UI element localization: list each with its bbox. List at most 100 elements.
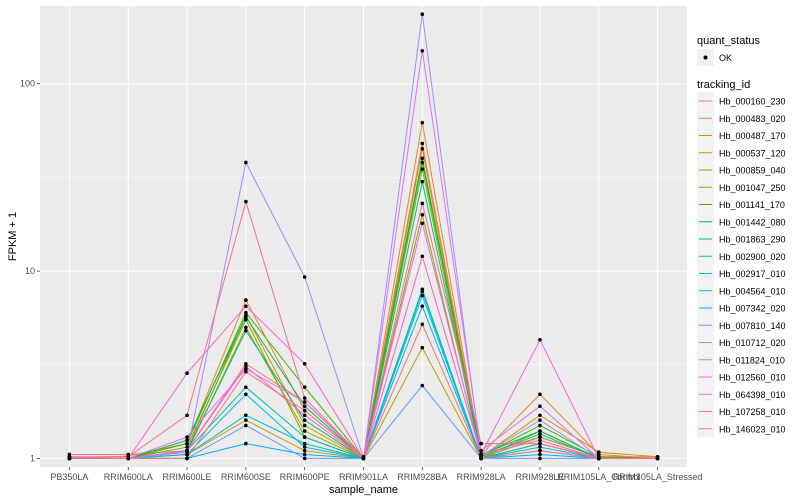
data-point-Hb_107258_010 — [420, 201, 425, 206]
data-point-Hb_010712_020 — [420, 12, 425, 17]
data-point-Hb_000483_020 — [244, 298, 248, 302]
data-point-Hb_001047_250 — [244, 317, 248, 322]
x-tick-label: RRIM928LE — [515, 472, 564, 482]
data-point-Hb_010712_020 — [538, 418, 542, 422]
legend-entry-label: Hb_011824_010 — [719, 355, 785, 365]
data-point-Hb_002900_020 — [244, 385, 248, 389]
legend-entry-label: Hb_000160_230 — [719, 97, 786, 107]
data-point-Hb_146023_010 — [479, 456, 483, 461]
data-point-Hb_000160_230 — [244, 361, 248, 366]
data-point-Hb_064398_010 — [302, 361, 307, 366]
data-point-Hb_011824_010 — [185, 435, 189, 439]
data-point-Hb_001442_080 — [538, 429, 542, 433]
data-point-Hb_107258_010 — [538, 441, 542, 446]
legend-title-quant-status: quant_status — [697, 35, 760, 47]
x-tick-label: RRIM600SE — [221, 472, 271, 482]
data-point-Hb_011824_010 — [302, 400, 307, 404]
legend-entry-label: Hb_002917_010 — [719, 269, 786, 279]
data-point-Hb_007810_140 — [244, 423, 248, 428]
data-point-Hb_107258_010 — [479, 441, 483, 446]
data-point-Hb_000537_120 — [302, 448, 307, 453]
data-point-Hb_007810_140 — [420, 383, 425, 388]
y-tick-label: 100 — [20, 79, 35, 89]
data-point-Hb_002917_010 — [244, 413, 248, 418]
legend-entry-label: OK — [719, 53, 732, 63]
legend: quant_status OK tracking_id Hb_000160_23… — [697, 35, 786, 438]
data-point-Hb_000160_230 — [420, 141, 425, 146]
data-point-Hb_011824_010 — [479, 448, 483, 453]
legend-entry-label: Hb_000487_170 — [719, 131, 786, 141]
data-point-Hb_000859_040 — [244, 325, 248, 330]
data-point-Hb_012560_010 — [538, 337, 542, 342]
x-axis-title: sample_name — [329, 484, 398, 496]
y-tick-label: 10 — [25, 266, 35, 276]
legend-key-point — [703, 55, 708, 60]
data-point-Hb_001141_170 — [302, 385, 307, 389]
data-point-Hb_000487_170 — [596, 450, 601, 454]
data-point-Hb_001863_290 — [538, 432, 542, 436]
data-point-Hb_000483_020 — [538, 392, 542, 397]
data-point-Hb_007810_140 — [302, 456, 307, 461]
y-tick-label: 1 — [30, 453, 35, 463]
data-point-Hb_001863_290 — [420, 179, 425, 184]
data-point-Hb_011824_010 — [538, 404, 542, 409]
legend-entry-label: Hb_000483_020 — [719, 114, 786, 124]
x-tick-label: RRIM928LA — [457, 472, 506, 482]
legend-entry-label: Hb_146023_010 — [719, 424, 786, 434]
data-point-Hb_001141_170 — [538, 423, 542, 428]
data-point-Hb_000487_170 — [420, 146, 425, 151]
data-point-Hb_004564_010 — [420, 289, 425, 294]
y-axis-title: FPKM + 1 — [7, 212, 19, 261]
legend-entry-label: Hb_010712_020 — [719, 338, 786, 348]
legend-entry-label: Hb_001442_080 — [719, 217, 786, 227]
x-tick-label: RRIM105LA_Stressed — [613, 472, 703, 482]
legend-entry-label: Hb_000859_040 — [719, 166, 786, 176]
legend-entry-label: Hb_004564_010 — [719, 286, 786, 296]
data-point-Hb_064398_010 — [479, 452, 483, 457]
data-point-Hb_146023_010 — [538, 448, 542, 453]
data-point-Hb_012560_010 — [185, 448, 189, 453]
legend-entry-label: Hb_007342_020 — [719, 304, 786, 314]
data-point-Hb_007342_020 — [302, 452, 307, 457]
x-tick-label: RRIM600LA — [104, 472, 153, 482]
data-point-Hb_010712_020 — [244, 160, 248, 165]
legend-entry-label: Hb_007810_140 — [719, 321, 786, 331]
data-point-Hb_107258_010 — [185, 413, 189, 418]
data-point-Hb_146023_010 — [185, 456, 189, 461]
data-point-Hb_001141_170 — [244, 310, 248, 315]
x-tick-label: RRIM105LA_Control — [557, 472, 640, 482]
x-tick-label: RRIM928BA — [397, 472, 447, 482]
legend-entry-label: Hb_001863_290 — [719, 235, 786, 245]
legend-entry-label: Hb_107258_010 — [719, 407, 786, 417]
data-point-Hb_001047_250 — [185, 445, 189, 449]
data-point-Hb_007342_020 — [538, 452, 542, 457]
data-point-Hb_002900_020 — [302, 435, 307, 439]
data-point-Hb_146023_010 — [126, 456, 131, 461]
data-point-Hb_011824_010 — [244, 367, 248, 371]
data-point-Hb_004564_010 — [302, 445, 307, 449]
data-point-Hb_002917_010 — [302, 441, 307, 446]
legend-tracking-id-entries: Hb_000160_230 Hb_000483_020 Hb_000487_170 H… — [697, 92, 786, 438]
data-point-Hb_146023_010 — [655, 456, 660, 461]
data-point-Hb_001141_170 — [420, 156, 425, 161]
y-axis-ticks: 1 10 100 — [20, 79, 40, 463]
data-point-Hb_002917_010 — [420, 293, 425, 298]
data-point-Hb_007342_020 — [420, 304, 425, 308]
data-point-Hb_000487_170 — [538, 413, 542, 418]
data-point-Hb_146023_010 — [361, 456, 366, 461]
data-point-Hb_011824_010 — [420, 48, 425, 53]
data-points — [67, 12, 660, 461]
legend-entry-label: Hb_000537_120 — [719, 148, 786, 158]
x-tick-label: RRIM600PE — [280, 472, 330, 482]
x-tick-label: PB350LA — [50, 472, 88, 482]
data-point-Hb_007342_020 — [244, 441, 248, 446]
legend-entry-label: Hb_002900_020 — [719, 252, 786, 262]
legend-entry-label: Hb_012560_010 — [719, 373, 786, 383]
data-point-Hb_012560_010 — [420, 221, 425, 226]
legend-entry-label: Hb_064398_010 — [719, 390, 786, 400]
data-point-Hb_146023_010 — [596, 456, 601, 461]
data-point-Hb_000859_040 — [420, 167, 425, 171]
data-point-Hb_000537_120 — [244, 418, 248, 422]
data-point-Hb_001442_080 — [244, 315, 248, 319]
